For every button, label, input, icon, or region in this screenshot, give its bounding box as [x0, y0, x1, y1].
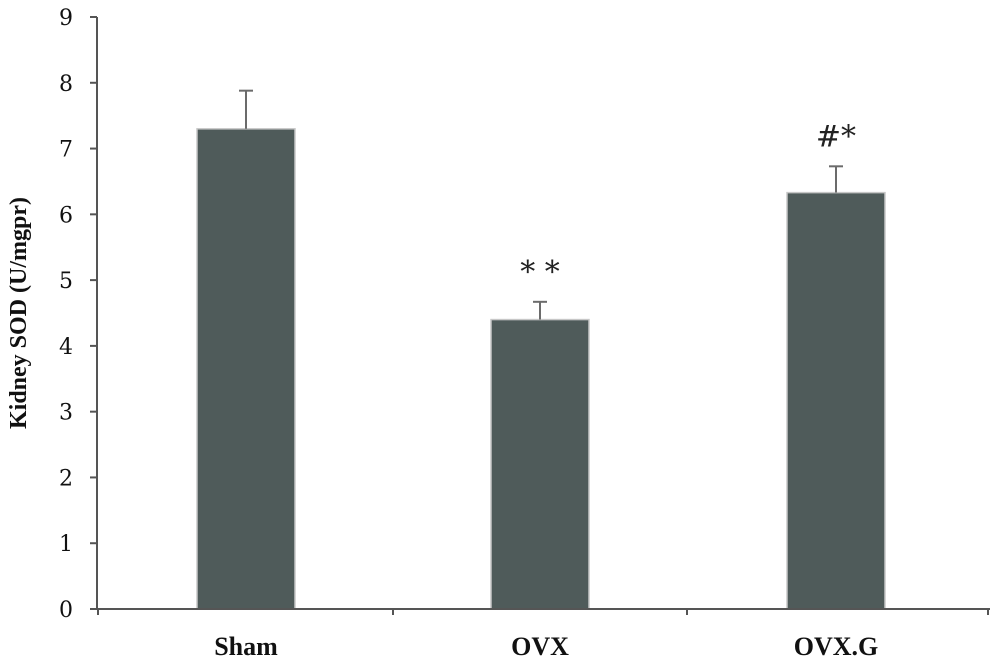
y-axis-label: Kidney SOD (U/mgpr) — [6, 197, 32, 429]
y-tick-label: 2 — [59, 466, 73, 491]
y-tick-label: 8 — [59, 72, 73, 97]
bar-ovx-g — [786, 191, 886, 610]
y-tick-label: 6 — [59, 203, 73, 228]
y-tick-label: 7 — [59, 138, 73, 163]
bar-ovx — [490, 318, 590, 610]
x-axis-categories: Sham OVX OVX.G — [214, 632, 878, 661]
x-category-label: OVX.G — [794, 632, 879, 661]
bar-sham — [196, 128, 296, 610]
x-category-label: Sham — [214, 632, 278, 661]
y-tick-label: 5 — [59, 269, 73, 294]
y-tick-label: 9 — [59, 6, 73, 31]
bars — [196, 128, 886, 610]
y-tick-label: 0 — [59, 598, 73, 623]
x-category-label: OVX — [511, 632, 569, 661]
significance-annotations: * * #* — [520, 119, 856, 290]
significance-marker: * * — [520, 255, 560, 290]
y-axis-ticks: 0 1 2 3 4 5 6 7 8 9 — [59, 6, 989, 623]
y-tick-label: 4 — [59, 335, 73, 360]
error-bars — [239, 89, 843, 320]
y-tick-label: 1 — [59, 532, 73, 557]
significance-marker: #* — [816, 119, 856, 154]
y-tick-label: 3 — [59, 401, 73, 426]
